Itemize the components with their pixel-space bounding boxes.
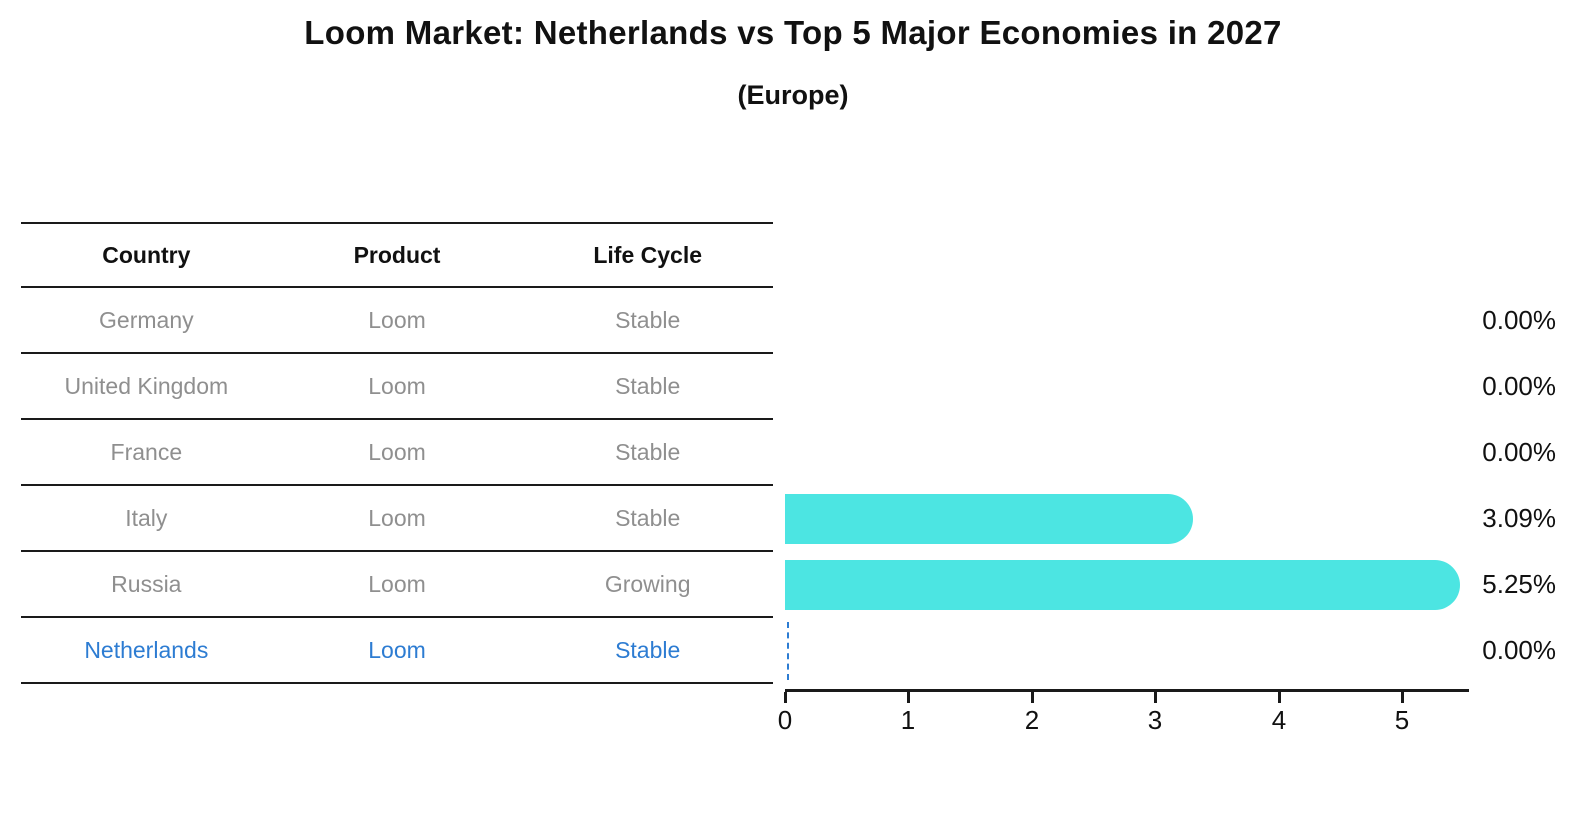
cell-life-cycle: Stable: [615, 636, 681, 663]
bar-italy: [785, 494, 1193, 544]
cell-product: Loom: [368, 372, 426, 399]
bar-russia: [785, 560, 1460, 610]
table-row-united-kingdom: United Kingdom Loom Stable: [21, 354, 773, 420]
cell-product: Loom: [368, 636, 426, 663]
chart-title: Loom Market: Netherlands vs Top 5 Major …: [304, 14, 1282, 51]
x-tick-mark-1: [907, 692, 910, 703]
cell-product: Loom: [368, 570, 426, 597]
value-label-germany: 0.00%: [1482, 305, 1556, 335]
chart-subtitle: (Europe): [737, 80, 849, 110]
cell-country: Italy: [125, 504, 168, 531]
x-tick-label-4: 4: [1271, 705, 1287, 735]
cell-country: United Kingdom: [64, 372, 229, 399]
bar-plot: 0 1 2 3 4 5: [778, 222, 1545, 782]
cell-country: Germany: [99, 306, 194, 333]
x-tick-mark-0: [784, 692, 787, 703]
x-tick-label-5: 5: [1394, 705, 1410, 735]
x-tick-label-1: 1: [900, 705, 916, 735]
x-tick-mark-4: [1278, 692, 1281, 703]
cell-life-cycle: Stable: [615, 438, 681, 465]
cell-country: Russia: [111, 570, 182, 597]
table-row-germany: Germany Loom Stable: [21, 288, 773, 354]
table-row-italy: Italy Loom Stable: [21, 486, 773, 552]
x-tick-label-2: 2: [1024, 705, 1040, 735]
column-header-product: Product: [353, 241, 441, 268]
value-label-france: 0.00%: [1482, 437, 1556, 467]
cell-product: Loom: [368, 306, 426, 333]
value-label-united-kingdom: 0.00%: [1482, 371, 1556, 401]
netherlands-zero-marker: [787, 622, 789, 680]
x-tick-mark-2: [1031, 692, 1034, 703]
column-header-country: Country: [102, 241, 191, 268]
table-row-france: France Loom Stable: [21, 420, 773, 486]
cell-life-cycle: Stable: [615, 306, 681, 333]
cell-country: Netherlands: [84, 636, 209, 663]
x-tick-label-0: 0: [777, 705, 793, 735]
cell-life-cycle: Growing: [604, 570, 691, 597]
value-label-netherlands: 0.00%: [1482, 635, 1556, 665]
cell-product: Loom: [368, 504, 426, 531]
value-label-italy: 3.09%: [1482, 503, 1556, 533]
table-header-row: Country Product Life Cycle: [21, 224, 773, 288]
x-tick-mark-3: [1154, 692, 1157, 703]
cell-country: France: [110, 438, 183, 465]
x-axis-line: [785, 689, 1469, 692]
x-tick-label-3: 3: [1147, 705, 1163, 735]
column-header-life-cycle: Life Cycle: [593, 241, 702, 268]
table-row-netherlands: Netherlands Loom Stable: [21, 618, 773, 684]
x-tick-mark-5: [1401, 692, 1404, 703]
cell-product: Loom: [368, 438, 426, 465]
table-row-russia: Russia Loom Growing: [21, 552, 773, 618]
table-body: Germany Loom Stable United Kingdom Loom Stabl…: [21, 288, 773, 684]
country-table: Country Product Life Cycle Germany Loom St…: [21, 222, 773, 684]
cell-life-cycle: Stable: [615, 372, 681, 399]
value-label-russia: 5.25%: [1482, 569, 1556, 599]
cell-life-cycle: Stable: [615, 504, 681, 531]
